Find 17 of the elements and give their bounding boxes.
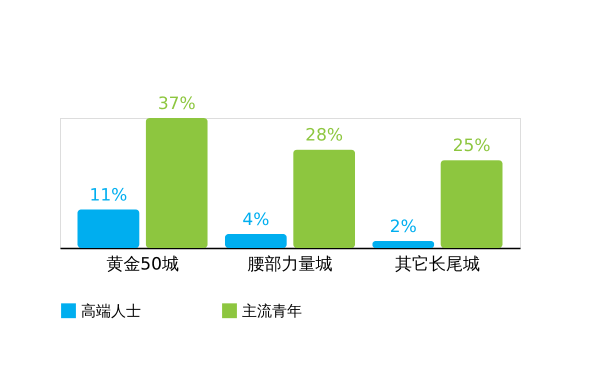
- data-label: 11%: [90, 185, 128, 206]
- bar: [146, 118, 208, 248]
- data-label: 4%: [242, 210, 270, 230]
- legend-label: 主流青年: [242, 302, 302, 320]
- legend-label: 高端人士: [81, 302, 141, 320]
- bar: [440, 160, 503, 248]
- x-tick-label: 黄金50城: [106, 254, 179, 274]
- data-label: 25%: [452, 136, 490, 156]
- bar: [224, 234, 287, 248]
- bar: [77, 209, 140, 248]
- x-tick-label: 其它长尾城: [394, 254, 480, 274]
- data-label: 37%: [158, 94, 196, 114]
- bar: [293, 150, 356, 248]
- bar: [372, 240, 434, 248]
- data-label: 2%: [390, 216, 417, 237]
- data-label: 28%: [305, 126, 344, 146]
- x-tick-label: 腰部力量城: [248, 254, 332, 274]
